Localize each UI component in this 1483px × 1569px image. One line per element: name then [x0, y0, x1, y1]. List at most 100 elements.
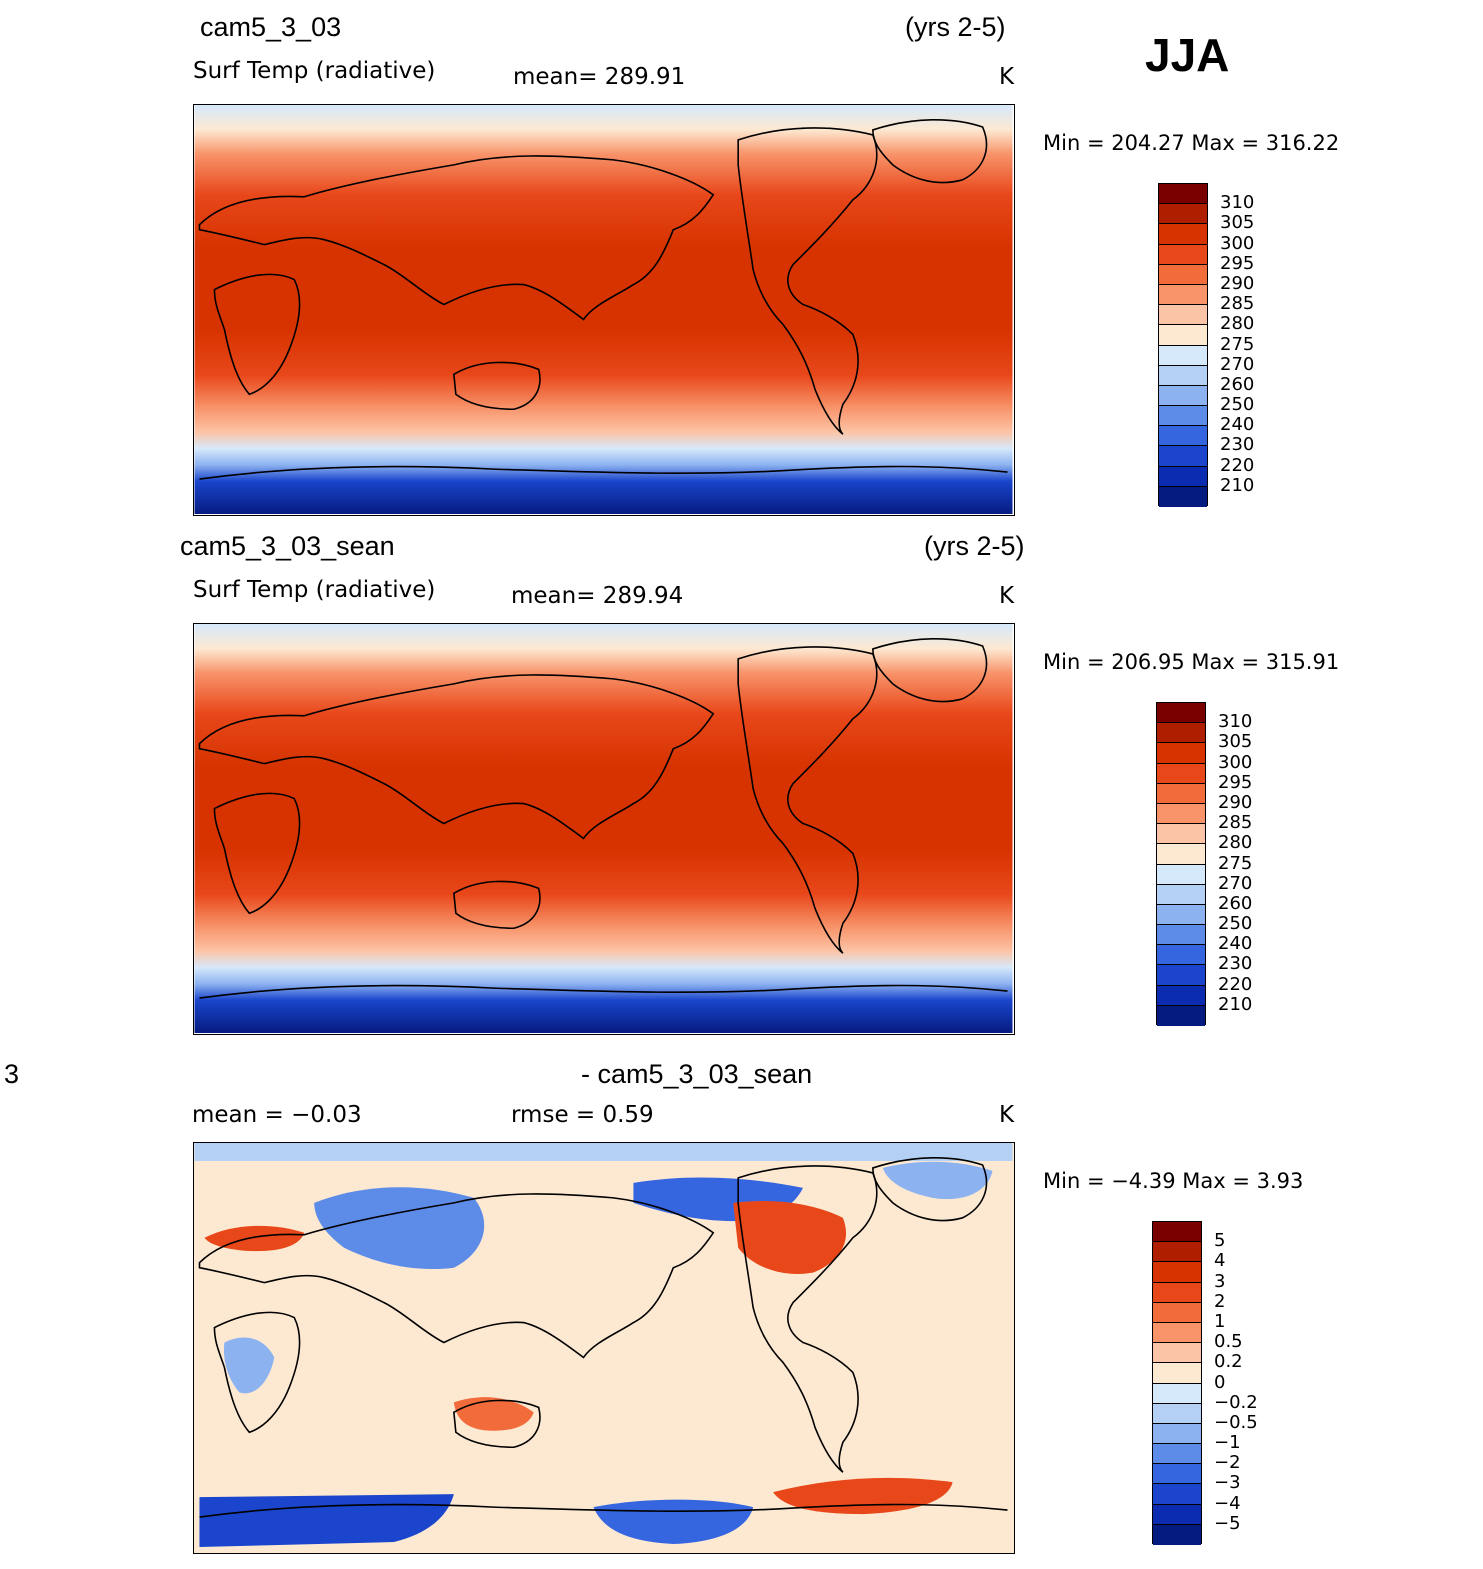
- panel2-colorbar-tick-label: 290: [1218, 791, 1253, 813]
- panel2-colorbar-swatch: [1157, 783, 1205, 804]
- panel2-colorbar-tick-label: 210: [1218, 993, 1253, 1015]
- panel2-colorbar-tick-label: 285: [1218, 812, 1253, 834]
- panel1-years: (yrs 2-5): [905, 12, 1006, 42]
- panel1-colorbar-swatch: [1159, 284, 1207, 306]
- panel2-colorbar-swatch: [1157, 985, 1205, 1006]
- panel2-colorbar-swatch: [1157, 743, 1205, 764]
- panel2-colorbar-tick-label: 305: [1218, 731, 1253, 753]
- panel3-colorbar: [1152, 1221, 1202, 1545]
- panel3-colorbar-swatch: [1153, 1484, 1201, 1505]
- panel3-colorbar-swatch: [1153, 1464, 1201, 1485]
- panel3-colorbar-tick-label: −0.2: [1214, 1391, 1258, 1413]
- panel3-colorbar-swatch: [1153, 1383, 1201, 1404]
- panel3-colorbar-swatch: [1153, 1423, 1201, 1445]
- panel1-colorbar-swatch: [1159, 204, 1207, 225]
- panel2-colorbar-swatch: [1157, 703, 1205, 724]
- panel1-colorbar-swatch: [1159, 486, 1207, 507]
- panel2-map-graphic: [194, 624, 1013, 1033]
- panel1-colorbar-swatch: [1159, 345, 1207, 366]
- panel2-units: K: [999, 583, 1015, 609]
- panel1-colorbar: [1158, 183, 1208, 507]
- panel3-colorbar-swatch: [1153, 1222, 1201, 1243]
- panel1-units: K: [999, 64, 1015, 90]
- panel3-colorbar-tick-label: −2: [1214, 1452, 1241, 1474]
- panel2-map: [193, 623, 1015, 1035]
- panel1-colorbar-swatch: [1159, 365, 1207, 386]
- panel3-colorbar-tick-label: 3: [1214, 1270, 1226, 1292]
- panel1-case-title: cam5_3_03: [200, 12, 342, 42]
- panel2-colorbar-tick-label: 275: [1218, 852, 1253, 874]
- panel1-colorbar-tick-label: 275: [1220, 333, 1255, 355]
- panel2-colorbar-swatch: [1157, 884, 1205, 905]
- panel3-colorbar-tick-label: 0: [1214, 1371, 1226, 1393]
- panel3-colorbar-tick-label: 1: [1214, 1310, 1226, 1332]
- panel1-colorbar-tick-label: 260: [1220, 373, 1255, 395]
- panel2-colorbar-tick-label: 300: [1218, 751, 1253, 773]
- panel2-colorbar-swatch: [1157, 925, 1205, 946]
- panel3-colorbar-tick-label: −1: [1214, 1432, 1241, 1454]
- panel2-minmax: Min = 206.95 Max = 315.91: [1043, 650, 1340, 674]
- panel1-map-graphic: [194, 105, 1013, 514]
- panel1-colorbar-swatch: [1159, 406, 1207, 427]
- panel2-colorbar-tick-label: 240: [1218, 933, 1253, 955]
- panel2-colorbar-swatch: [1157, 864, 1205, 885]
- panel3-colorbar-swatch: [1153, 1282, 1201, 1303]
- panel3-map: [193, 1142, 1015, 1554]
- panel1-colorbar-tick-label: 285: [1220, 293, 1255, 315]
- panel3-mean: mean = −0.03: [192, 1102, 362, 1128]
- panel2-mean: mean= 289.94: [511, 583, 684, 609]
- panel2-colorbar-swatch: [1157, 904, 1205, 926]
- panel2-colorbar-tick-label: 270: [1218, 872, 1253, 894]
- panel2-colorbar-tick-label: 230: [1218, 953, 1253, 975]
- panel3-case-left: 3: [4, 1059, 20, 1089]
- panel1-colorbar-tick-label: 210: [1220, 474, 1255, 496]
- panel3-colorbar-tick-label: −3: [1214, 1472, 1241, 1494]
- panel3-units: K: [999, 1102, 1015, 1128]
- season-label: JJA: [1145, 29, 1230, 81]
- panel3-colorbar-swatch: [1153, 1524, 1201, 1545]
- panel1-colorbar-tick-label: 290: [1220, 272, 1255, 294]
- panel3-minmax: Min = −4.39 Max = 3.93: [1043, 1169, 1304, 1193]
- panel2-colorbar-tick-label: 250: [1218, 913, 1253, 935]
- panel3-colorbar-swatch: [1153, 1504, 1201, 1525]
- panel1-colorbar-swatch: [1159, 244, 1207, 265]
- panel1-colorbar-tick-label: 240: [1220, 414, 1255, 436]
- panel2-case-title: cam5_3_03_sean: [180, 531, 395, 561]
- panel1-colorbar-tick-label: 295: [1220, 252, 1255, 274]
- panel1-colorbar-swatch: [1159, 466, 1207, 487]
- panel1-colorbar-tick-label: 220: [1220, 454, 1255, 476]
- panel3-colorbar-swatch: [1153, 1302, 1201, 1323]
- panel3-map-graphic: [194, 1143, 1013, 1552]
- panel2-colorbar-swatch: [1157, 945, 1205, 966]
- panel1-colorbar-tick-label: 305: [1220, 212, 1255, 234]
- panel2-colorbar-swatch: [1157, 824, 1205, 845]
- panel1-colorbar-swatch: [1159, 305, 1207, 326]
- panel2-colorbar-swatch: [1157, 803, 1205, 825]
- panel2-colorbar-tick-label: 280: [1218, 832, 1253, 854]
- panel1-colorbar-tick-label: 250: [1220, 394, 1255, 416]
- panel2-colorbar-tick-label: 295: [1218, 771, 1253, 793]
- panel3-colorbar-swatch: [1153, 1262, 1201, 1283]
- panel2-colorbar-tick-label: 310: [1218, 711, 1253, 733]
- panel1-variable: Surf Temp (radiative): [193, 58, 436, 84]
- panel2-variable: Surf Temp (radiative): [193, 577, 436, 603]
- panel3-rmse: rmse = 0.59: [511, 1102, 654, 1128]
- panel1-colorbar-tick-label: 310: [1220, 192, 1255, 214]
- panel1-colorbar-swatch: [1159, 426, 1207, 447]
- panel1-colorbar-swatch: [1159, 446, 1207, 467]
- panel2-colorbar-swatch: [1157, 723, 1205, 744]
- panel3-colorbar-tick-label: 0.2: [1214, 1351, 1243, 1373]
- panel3-colorbar-swatch: [1153, 1403, 1201, 1424]
- panel1-colorbar-tick-label: 270: [1220, 353, 1255, 375]
- panel3-colorbar-swatch: [1153, 1444, 1201, 1465]
- panel3-colorbar-tick-label: 5: [1214, 1230, 1226, 1252]
- panel3-colorbar-swatch: [1153, 1363, 1201, 1384]
- panel2-colorbar-swatch: [1157, 1005, 1205, 1026]
- panel1-colorbar-swatch: [1159, 224, 1207, 245]
- panel1-minmax: Min = 204.27 Max = 316.22: [1043, 131, 1340, 155]
- panel3-case-right: - cam5_3_03_sean: [581, 1059, 813, 1089]
- panel1-colorbar-swatch: [1159, 264, 1207, 285]
- panel3-colorbar-tick-label: 4: [1214, 1250, 1226, 1272]
- panel3-colorbar-swatch: [1153, 1343, 1201, 1364]
- panel3-colorbar-tick-label: −0.5: [1214, 1411, 1258, 1433]
